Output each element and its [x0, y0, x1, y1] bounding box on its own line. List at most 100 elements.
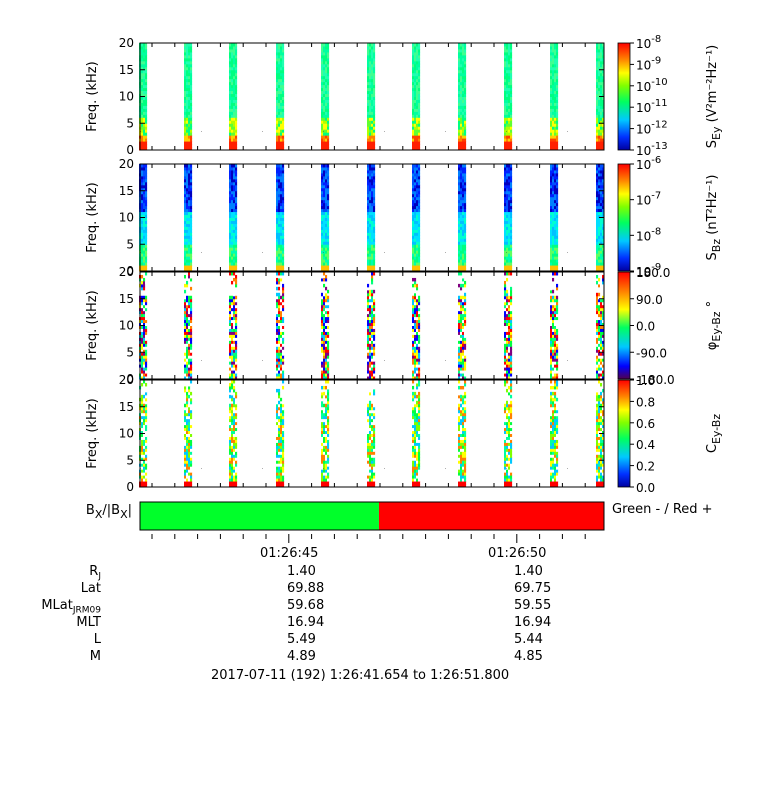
spectrogram-cell — [327, 241, 330, 245]
spectrogram-cell — [190, 217, 193, 221]
spectrogram-cell — [600, 69, 603, 74]
spectrogram-cell — [235, 247, 238, 251]
spectrogram-cell — [141, 451, 144, 455]
spectrogram-cell — [143, 376, 146, 380]
spectrogram-cell — [460, 238, 463, 242]
spectrogram-cell — [235, 123, 238, 127]
spectrogram-cell — [321, 331, 324, 335]
spectrogram-cell — [327, 259, 330, 263]
spectrogram-cell — [143, 272, 146, 276]
spectrogram-cell — [367, 84, 370, 89]
spectrogram-cell — [600, 147, 603, 151]
spectrogram-cell — [143, 418, 146, 423]
spectrogram-cell — [190, 340, 193, 344]
spectrogram-cell — [280, 87, 283, 92]
spectrogram-cell — [229, 105, 232, 109]
spectrogram-cell — [229, 111, 232, 115]
spectrogram-cell — [510, 63, 513, 68]
spectrogram-cell — [506, 135, 509, 139]
spectrogram-cell — [233, 301, 236, 306]
spectrogram-cell — [556, 196, 559, 201]
spectrogram-cell — [556, 144, 559, 148]
spectrogram-cell — [323, 229, 326, 233]
spectrogram-cell — [327, 181, 330, 186]
spectrogram-cell — [145, 45, 148, 50]
spectrogram-cell — [321, 298, 324, 303]
spectrogram-cell — [367, 340, 370, 344]
spectrogram-cell — [598, 238, 601, 242]
spectrogram-cell — [458, 123, 461, 127]
spectrogram-cell — [323, 175, 326, 180]
spectrogram-cell — [373, 247, 376, 251]
spectrogram-cell — [323, 211, 326, 216]
spectrogram-cell — [190, 141, 193, 145]
spectrogram-cell — [233, 205, 236, 210]
spectrogram-cell — [235, 307, 238, 312]
spectrogram-cell — [235, 87, 238, 92]
spectrogram-cell — [231, 63, 234, 68]
spectrogram-cell — [327, 337, 330, 341]
spectrogram-cell — [552, 247, 555, 251]
spectrogram-cell — [508, 75, 511, 80]
spectrogram-cell — [369, 144, 372, 148]
spectrogram-cell — [141, 349, 144, 353]
spectrogram-cell — [188, 187, 191, 192]
spectrogram-cell — [416, 69, 419, 74]
spectrogram-cell — [600, 175, 603, 180]
spectrogram-cell — [554, 205, 557, 210]
spectrogram-cell — [190, 334, 193, 338]
spectrogram-cell — [367, 211, 370, 216]
spectrogram-cell — [460, 205, 463, 210]
spectrogram-cell — [373, 84, 376, 89]
spectrogram-cell — [367, 138, 370, 142]
spectrogram-cell — [554, 325, 557, 329]
spectrogram-cell — [510, 57, 513, 62]
spectrogram-cell — [184, 337, 187, 341]
spectrogram-cell — [371, 244, 374, 248]
spectrogram-cell — [188, 469, 191, 473]
spectrogram-cell — [554, 141, 557, 145]
spectrogram-cell — [458, 45, 461, 50]
spectrogram-cell — [504, 166, 507, 171]
spectrogram-cell — [280, 123, 283, 127]
spectrogram-cell — [602, 199, 605, 204]
spectrogram-cell — [552, 244, 555, 248]
spectrogram-cell — [145, 223, 148, 227]
spectrogram-cell — [276, 355, 279, 359]
spectrogram-cell — [327, 328, 330, 332]
spectrogram-cell — [188, 111, 191, 115]
spectrogram-cell — [552, 340, 555, 344]
spectrogram-cell — [600, 120, 603, 124]
spectrogram-cell — [371, 280, 374, 285]
spectrogram-cell — [371, 265, 374, 269]
spectrogram-cell — [231, 111, 234, 115]
spectrogram-cell — [325, 298, 328, 303]
spectrogram-cell — [282, 319, 285, 324]
spectrogram-cell — [596, 193, 599, 198]
spectrogram-cell — [412, 178, 415, 183]
spectrogram-cell — [323, 205, 326, 210]
spectrogram-cell — [321, 340, 324, 344]
spectrogram-cell — [282, 256, 285, 260]
spectrogram-cell — [325, 226, 328, 230]
spectrogram-cell — [373, 229, 376, 233]
spectrogram-cell — [280, 132, 283, 136]
spectrogram-cell — [508, 310, 511, 315]
spectrogram-cell — [233, 126, 236, 130]
colorbar-tick-label: 10-10 — [636, 77, 668, 94]
spectrogram-cell — [598, 349, 601, 353]
spectrogram-cell — [371, 93, 374, 97]
spectrogram-cell — [412, 69, 415, 74]
spectrogram-cell — [282, 111, 285, 115]
spectrogram-cell — [278, 307, 281, 312]
spectrogram-cell — [276, 141, 279, 145]
spectrogram-cell — [327, 253, 330, 257]
spectrogram-cell — [184, 241, 187, 245]
spectrogram-cell — [552, 114, 555, 118]
spectrogram-cell — [282, 57, 285, 62]
spectrogram-cell — [235, 184, 238, 189]
spectrogram-cell — [143, 412, 146, 417]
spectrogram-cell — [233, 81, 236, 86]
spectrogram-cell — [504, 57, 507, 62]
spectrogram-cell — [282, 262, 285, 266]
